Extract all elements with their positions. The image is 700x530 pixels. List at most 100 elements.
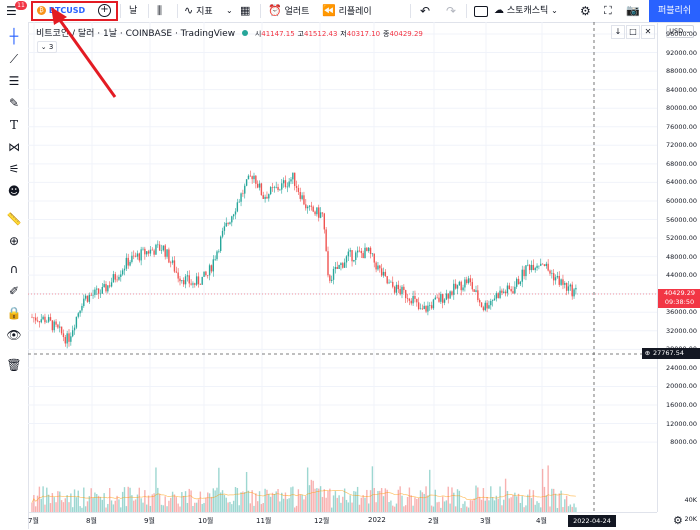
candle-body [33, 317, 35, 319]
volume-bar [190, 490, 192, 512]
volume-bar [273, 493, 276, 512]
prediction-icon[interactable]: ⚟ [8, 162, 20, 176]
candle-body [53, 321, 55, 331]
candlestick-series [31, 170, 577, 349]
layouts-icon[interactable]: ▦ [240, 4, 251, 17]
volume-bar [434, 489, 436, 512]
volume-bar [103, 493, 105, 512]
price-axis-label: 88000.00 [665, 67, 697, 76]
candle-body [355, 252, 357, 261]
volume-bar [47, 494, 50, 512]
candle-body [473, 289, 475, 292]
indicators-collapse-toggle[interactable]: ⌄ 3 [37, 41, 57, 53]
replay-button[interactable]: ⏪ 리플레이 [322, 4, 372, 17]
symbol-description[interactable]: 비트코인 / 달러 · 1날 · COINBASE · TradingView [36, 29, 236, 39]
candle-body [36, 320, 39, 322]
candle-body [151, 249, 153, 251]
settings-gear-icon[interactable]: ⚙ [580, 4, 591, 18]
candle-body [38, 321, 41, 323]
candle-body [147, 251, 150, 254]
alarm-clock-icon: ⏰ [268, 4, 282, 17]
candle-body [179, 278, 181, 282]
undo-icon[interactable]: ↶ [420, 4, 431, 18]
lock-icon[interactable]: 🔒 [6, 306, 22, 320]
volume-bar [412, 505, 414, 512]
candle-body [384, 271, 387, 277]
indicators-button[interactable]: ∿ 지표 [184, 4, 213, 17]
magnet-icon[interactable]: ∩ [9, 262, 19, 276]
volume-bar [417, 497, 420, 512]
candles-icon[interactable]: ⫼ [157, 4, 163, 17]
volume-bar [495, 495, 498, 512]
volume-bar [551, 488, 553, 512]
trash-icon[interactable]: 🗑 [6, 358, 22, 372]
candle-body [249, 175, 251, 177]
volume-bar [94, 492, 96, 512]
candle-body [94, 289, 96, 295]
chevron-down-icon[interactable]: ⌄ [226, 6, 233, 15]
camera-icon[interactable]: 📷 [626, 4, 640, 17]
price-axis[interactable]: USD ⌄ 96000.00 92000.00 88000.00 84000.00 80… [642, 22, 700, 523]
pattern-icon[interactable]: ⋈ [8, 140, 20, 154]
candle-body [173, 260, 176, 272]
candle-body [414, 296, 416, 299]
candle-body [210, 265, 213, 272]
volume-bar [516, 496, 518, 512]
compare-symbol-button[interactable]: + [98, 0, 111, 22]
volume-bar [345, 499, 348, 512]
candle-body [569, 284, 572, 287]
candle-body [477, 290, 479, 301]
candle-body [454, 283, 457, 289]
candle-body [157, 244, 159, 246]
settings-gear-icon[interactable]: ⚙ [673, 514, 683, 527]
parallel-channel-icon[interactable]: ☰ [8, 74, 20, 88]
candle-body [497, 293, 499, 298]
candle-body [527, 264, 529, 266]
volume-bar [260, 504, 263, 512]
crosshair-icon[interactable]: ┼ [9, 29, 19, 45]
candle-body [327, 251, 329, 276]
fullscreen-expand-icon[interactable]: ⛶ [604, 4, 612, 17]
zoom-in-icon[interactable]: ⊕ [8, 234, 20, 248]
candle-body [301, 195, 303, 199]
candle-body [308, 205, 311, 207]
candle-body [129, 261, 131, 266]
redo-icon[interactable]: ↷ [446, 4, 457, 18]
ruler-icon[interactable]: 📏 [6, 212, 22, 226]
alert-button[interactable]: ⏰ 얼러트 [268, 4, 310, 17]
candle-body [66, 333, 68, 344]
menu-icon[interactable]: ☰ [6, 4, 17, 18]
stay-in-drawing-mode-icon[interactable]: ✐ [8, 284, 20, 298]
low-value: 40317.10 [346, 30, 381, 38]
volume-bar [393, 506, 396, 512]
arrow-down-icon[interactable]: ↓ [611, 25, 625, 39]
time-axis[interactable]: 7월 8월 9월 10월 11월 12월 2022 2월 3월 4월 2022-04-24 [28, 512, 657, 530]
currency-selector[interactable]: USD ⌄ [666, 25, 694, 38]
volume-bar [575, 507, 577, 512]
interval-button[interactable]: 날 [129, 6, 138, 16]
brush-icon[interactable]: ✎ [8, 96, 20, 110]
publish-button[interactable]: 퍼블리쉬 [649, 0, 700, 22]
candle-body [81, 305, 83, 311]
candle-body [166, 249, 168, 257]
maximize-icon[interactable]: □ [626, 25, 640, 39]
symbol-search[interactable]: ₿ BTCUSD [37, 0, 85, 22]
volume-bar [316, 488, 318, 512]
volume-bar [171, 491, 174, 512]
plus-icon[interactable]: ⊕ [644, 349, 651, 357]
close-icon[interactable]: ✕ [641, 25, 655, 39]
volume-bar [528, 489, 531, 512]
candle-body [368, 247, 370, 252]
open-key: 시 [254, 30, 262, 38]
fullscreen-icon[interactable] [474, 6, 488, 17]
price-chart[interactable] [28, 22, 657, 512]
time-axis-label: 11월 [256, 517, 272, 525]
icons-tool-icon[interactable]: ☻ [7, 184, 21, 198]
text-tool-icon[interactable]: T [9, 118, 18, 132]
trend-line-icon[interactable]: ⟋ [9, 52, 19, 66]
eye-icon[interactable]: 👁 [6, 328, 22, 342]
snapshot-template-button[interactable]: ☁ 스토캐스틱 ⌄ [494, 5, 558, 16]
candle-body [120, 274, 122, 277]
notification-badge: 11 [15, 1, 27, 10]
volume-bar [377, 490, 379, 512]
